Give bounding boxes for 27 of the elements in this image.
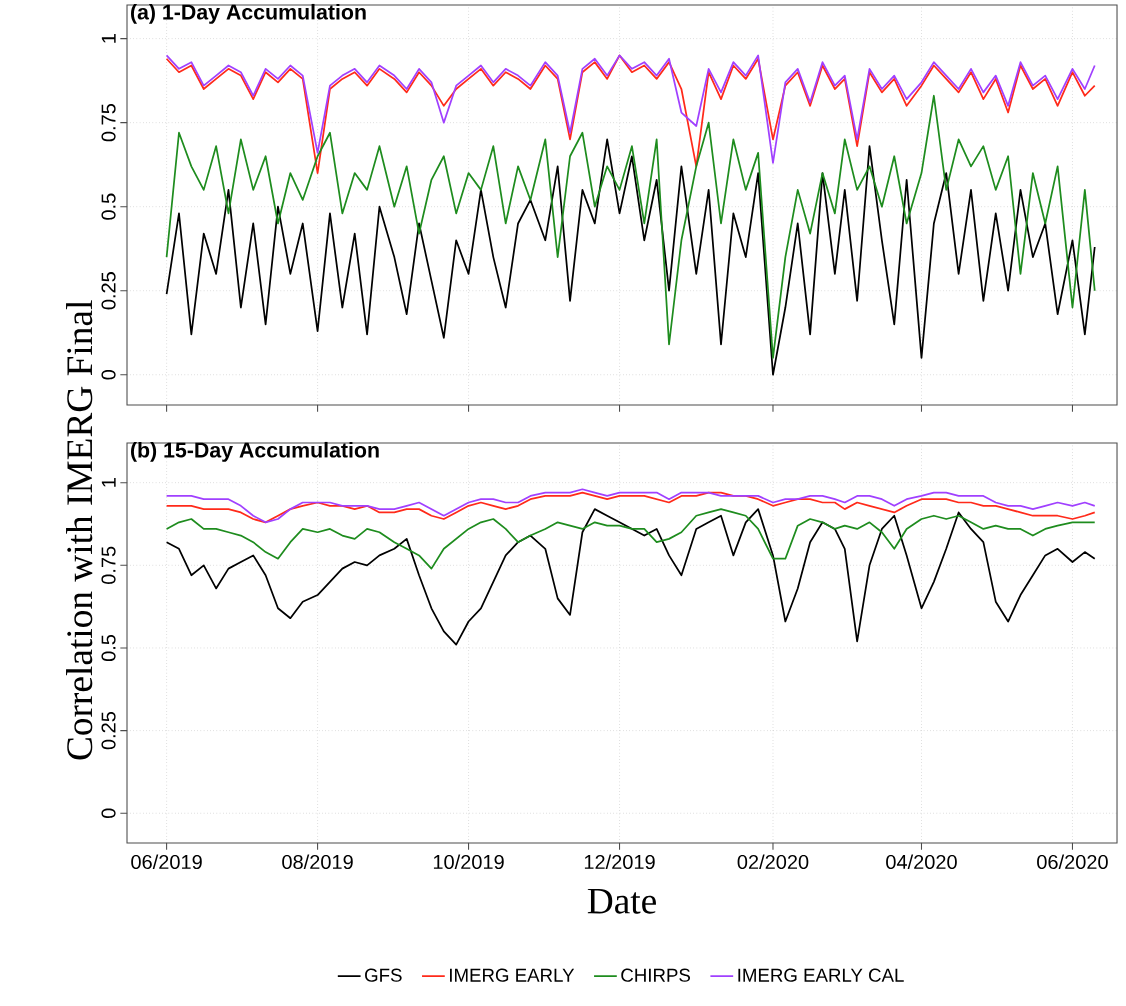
x-tick-label: 02/2020 — [737, 854, 809, 870]
y-tick-label: 1 — [101, 34, 116, 43]
line-series — [165, 94, 1096, 359]
legend-label: IMERG EARLY CAL — [738, 968, 904, 982]
y-axis-title: Correlation with IMERG Final — [66, 300, 93, 760]
x-tick-label: 12/2019 — [584, 854, 655, 870]
x-tick-label: 10/2019 — [433, 854, 504, 870]
legend-label: GFS — [365, 968, 402, 982]
line-series — [165, 138, 1096, 376]
chart-title: (b) 15-Day Accumulation — [131, 441, 379, 462]
x-tick-label: 06/2019 — [131, 854, 202, 870]
legend-label: CHIRPS — [621, 968, 691, 982]
x-tick-label: 06/2020 — [1037, 854, 1108, 870]
y-tick-label: 0.5 — [101, 634, 116, 662]
y-tick-label: 0.75 — [101, 104, 116, 142]
x-tick-label: 08/2019 — [282, 854, 353, 870]
y-tick-label: 1 — [101, 478, 116, 487]
y-tick-label: 0.5 — [101, 193, 116, 220]
x-axis-title: Date — [587, 888, 656, 914]
legend-label: IMERG EARLY — [450, 968, 575, 982]
x-tick-label: 04/2020 — [886, 854, 957, 870]
y-tick-label: 0.25 — [101, 711, 116, 750]
chart-title: (a) 1-Day Accumulation — [131, 3, 366, 24]
y-tick-label: 0.75 — [101, 546, 116, 584]
y-tick-label: 0.25 — [101, 272, 116, 310]
y-tick-label: 0 — [101, 808, 116, 819]
y-tick-label: 0 — [101, 369, 116, 380]
